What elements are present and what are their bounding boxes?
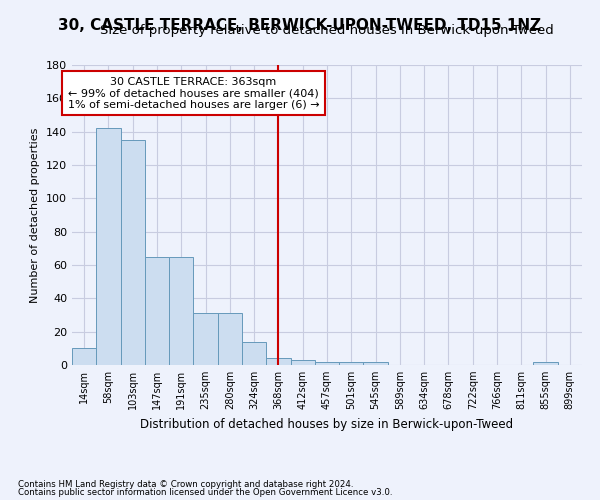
Text: 30 CASTLE TERRACE: 363sqm
← 99% of detached houses are smaller (404)
1% of semi-: 30 CASTLE TERRACE: 363sqm ← 99% of detac… bbox=[68, 76, 319, 110]
Y-axis label: Number of detached properties: Number of detached properties bbox=[31, 128, 40, 302]
Bar bbox=[193, 314, 218, 365]
Bar bbox=[121, 140, 145, 365]
Title: Size of property relative to detached houses in Berwick-upon-Tweed: Size of property relative to detached ho… bbox=[100, 24, 554, 38]
Bar bbox=[242, 342, 266, 365]
Bar bbox=[290, 360, 315, 365]
Bar bbox=[145, 256, 169, 365]
Bar bbox=[364, 362, 388, 365]
Bar bbox=[315, 362, 339, 365]
Bar bbox=[169, 256, 193, 365]
Bar bbox=[266, 358, 290, 365]
Text: 30, CASTLE TERRACE, BERWICK-UPON-TWEED, TD15 1NZ: 30, CASTLE TERRACE, BERWICK-UPON-TWEED, … bbox=[58, 18, 542, 32]
Bar bbox=[533, 362, 558, 365]
Bar bbox=[72, 348, 96, 365]
Text: Contains HM Land Registry data © Crown copyright and database right 2024.: Contains HM Land Registry data © Crown c… bbox=[18, 480, 353, 489]
Bar bbox=[339, 362, 364, 365]
X-axis label: Distribution of detached houses by size in Berwick-upon-Tweed: Distribution of detached houses by size … bbox=[140, 418, 514, 430]
Bar bbox=[218, 314, 242, 365]
Bar bbox=[96, 128, 121, 365]
Text: Contains public sector information licensed under the Open Government Licence v3: Contains public sector information licen… bbox=[18, 488, 392, 497]
